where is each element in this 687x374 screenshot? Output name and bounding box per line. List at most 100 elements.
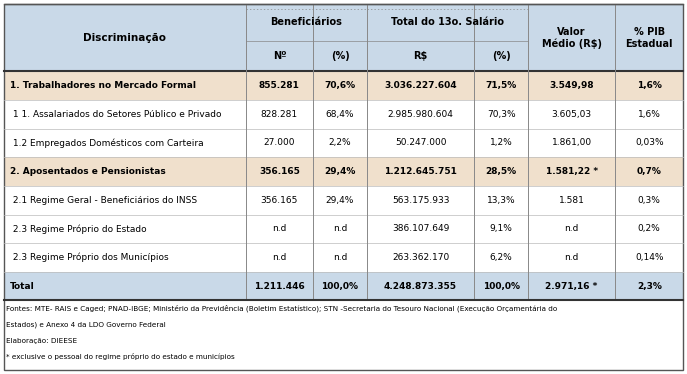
Text: 13,3%: 13,3% — [487, 196, 515, 205]
Bar — [616, 215, 683, 243]
Text: 3.549,98: 3.549,98 — [550, 81, 594, 90]
Bar — [474, 215, 528, 243]
Text: 263.362.170: 263.362.170 — [392, 253, 449, 262]
Text: 386.107.649: 386.107.649 — [392, 224, 449, 233]
Bar — [4, 4, 245, 41]
Bar — [616, 186, 683, 215]
Text: Valor
Médio (R$): Valor Médio (R$) — [541, 27, 602, 49]
Bar — [528, 272, 616, 300]
Text: Total do 13o. Salário: Total do 13o. Salário — [391, 18, 504, 27]
Text: 2.985.980.604: 2.985.980.604 — [387, 110, 453, 119]
Bar — [245, 186, 313, 215]
Text: 2.971,16 *: 2.971,16 * — [545, 282, 598, 291]
Text: (%): (%) — [492, 51, 510, 61]
Text: 2,3%: 2,3% — [637, 282, 662, 291]
Bar — [4, 186, 245, 215]
Bar — [367, 243, 474, 272]
Text: Total: Total — [10, 282, 35, 291]
Bar — [245, 41, 313, 71]
Text: (%): (%) — [330, 51, 350, 61]
Text: 4.248.873.355: 4.248.873.355 — [384, 282, 457, 291]
Bar — [616, 41, 683, 71]
Bar — [528, 100, 616, 129]
Bar — [367, 272, 474, 300]
Text: n.d: n.d — [333, 224, 347, 233]
Text: % PIB
Estadual: % PIB Estadual — [625, 27, 673, 49]
Text: 2. Aposentados e Pensionistas: 2. Aposentados e Pensionistas — [10, 167, 166, 176]
Text: 9,1%: 9,1% — [490, 224, 513, 233]
Bar — [313, 71, 367, 100]
Text: * exclusive o pessoal do regime próprio do estado e municípios: * exclusive o pessoal do regime próprio … — [6, 353, 235, 361]
Bar — [616, 272, 683, 300]
Text: 100,0%: 100,0% — [482, 282, 519, 291]
Text: 1.581: 1.581 — [559, 196, 585, 205]
Bar — [616, 71, 683, 100]
Bar — [528, 186, 616, 215]
Bar — [367, 215, 474, 243]
Bar — [528, 243, 616, 272]
Bar — [616, 4, 683, 41]
Text: Nº: Nº — [273, 51, 286, 61]
Text: 1,6%: 1,6% — [638, 110, 661, 119]
Bar — [313, 4, 367, 41]
Bar — [367, 186, 474, 215]
Bar — [367, 4, 474, 41]
Text: 1.861,00: 1.861,00 — [552, 138, 592, 147]
Text: 0,2%: 0,2% — [638, 224, 661, 233]
Bar — [528, 41, 616, 71]
Bar — [313, 157, 367, 186]
Bar — [474, 129, 528, 157]
Bar — [4, 71, 245, 100]
Text: 855.281: 855.281 — [259, 81, 300, 90]
Text: 100,0%: 100,0% — [322, 282, 359, 291]
Bar — [313, 215, 367, 243]
Bar — [474, 272, 528, 300]
Text: 28,5%: 28,5% — [486, 167, 517, 176]
Text: 1 1. Assalariados do Setores Público e Privado: 1 1. Assalariados do Setores Público e P… — [10, 110, 221, 119]
Bar — [528, 157, 616, 186]
Bar — [474, 100, 528, 129]
Text: 1.2 Empregados Domésticos com Carteira: 1.2 Empregados Domésticos com Carteira — [10, 138, 203, 148]
Text: 0,14%: 0,14% — [635, 253, 664, 262]
Text: n.d: n.d — [565, 253, 579, 262]
Bar — [4, 215, 245, 243]
Text: 3.036.227.604: 3.036.227.604 — [384, 81, 457, 90]
Text: 68,4%: 68,4% — [326, 110, 354, 119]
Text: 27.000: 27.000 — [264, 138, 295, 147]
Text: 828.281: 828.281 — [261, 110, 298, 119]
Text: n.d: n.d — [272, 253, 286, 262]
Text: n.d: n.d — [565, 224, 579, 233]
Text: Discriminação: Discriminação — [83, 33, 166, 43]
Bar — [4, 157, 245, 186]
Text: Estados) e Anexo 4 da LDO Governo Federal: Estados) e Anexo 4 da LDO Governo Federa… — [6, 321, 166, 328]
Text: 70,3%: 70,3% — [487, 110, 515, 119]
Text: Beneficiários: Beneficiários — [270, 18, 342, 27]
Text: 2,2%: 2,2% — [328, 138, 351, 147]
Text: 70,6%: 70,6% — [324, 81, 356, 90]
Bar — [474, 71, 528, 100]
Bar — [528, 215, 616, 243]
Text: Elaboração: DIEESE: Elaboração: DIEESE — [6, 338, 77, 344]
Bar — [313, 129, 367, 157]
Bar — [313, 100, 367, 129]
Bar — [4, 129, 245, 157]
Bar — [245, 215, 313, 243]
Text: 2.3 Regime Próprio dos Municípios: 2.3 Regime Próprio dos Municípios — [10, 253, 168, 262]
Text: 1. Trabalhadores no Mercado Formal: 1. Trabalhadores no Mercado Formal — [10, 81, 196, 90]
Bar — [367, 41, 474, 71]
Bar — [313, 272, 367, 300]
Bar — [313, 186, 367, 215]
Bar — [474, 4, 528, 41]
Bar — [474, 157, 528, 186]
Text: 0,03%: 0,03% — [635, 138, 664, 147]
Bar — [245, 4, 313, 41]
Bar — [245, 157, 313, 186]
Text: Fontes: MTE- RAIS e Caged; PNAD-IBGE; Ministério da Previdência (Boletim Estatís: Fontes: MTE- RAIS e Caged; PNAD-IBGE; Mi… — [6, 305, 557, 312]
Text: 71,5%: 71,5% — [486, 81, 517, 90]
Bar — [4, 100, 245, 129]
Bar — [313, 243, 367, 272]
Text: 1.581,22 *: 1.581,22 * — [545, 167, 598, 176]
Text: 29,4%: 29,4% — [324, 167, 356, 176]
Text: 3.605,03: 3.605,03 — [552, 110, 592, 119]
Bar — [616, 157, 683, 186]
